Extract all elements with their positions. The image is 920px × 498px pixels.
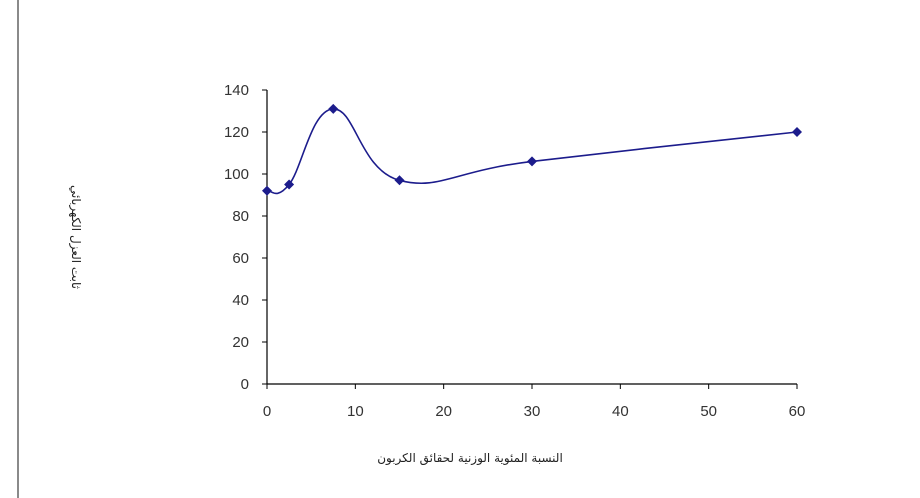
data-point-marker [527, 156, 537, 167]
data-point-marker [394, 175, 405, 186]
x-tick-label: 60 [789, 403, 806, 420]
y-tick-label: 0 [241, 376, 249, 393]
x-tick-label: 10 [347, 403, 364, 420]
y-tick-label: 120 [224, 124, 249, 141]
y-axis-title: ثابت العزل الكهربائي [68, 185, 83, 289]
y-tick-label: 20 [232, 334, 249, 351]
data-point-marker [284, 179, 295, 190]
x-tick-label: 50 [700, 403, 717, 420]
x-tick-label: 0 [263, 403, 271, 420]
page-left-border [17, 0, 19, 498]
y-tick-label: 60 [232, 250, 249, 267]
axis-ticks [262, 89, 798, 389]
data-point-marker [262, 185, 272, 196]
x-tick-label: 30 [524, 403, 541, 420]
y-tick-label: 40 [232, 292, 249, 309]
chart-axes [266, 90, 797, 385]
x-tick-label: 40 [612, 403, 629, 420]
x-tick-label: 20 [435, 403, 452, 420]
y-tick-label: 140 [224, 82, 249, 99]
y-tick-label: 80 [232, 208, 249, 225]
series-markers [262, 103, 802, 196]
x-axis-title: النسبة المئوية الوزنية لحقائق الكربون [377, 451, 563, 466]
axis-tick-labels: 0 20 40 60 80 100 120 140 0 10 20 30 40 50 60 [224, 82, 805, 420]
series-line [266, 108, 798, 195]
data-point-marker [328, 103, 339, 114]
y-tick-label: 100 [224, 166, 249, 183]
data-point-marker [792, 127, 802, 137]
